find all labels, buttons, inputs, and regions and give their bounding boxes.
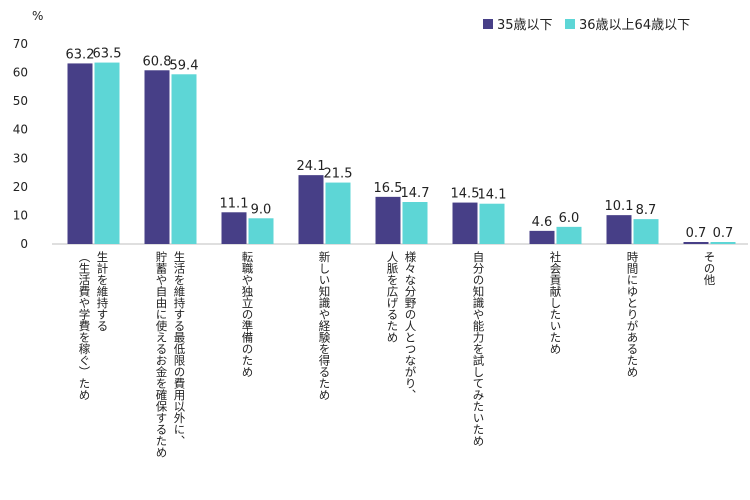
data-label: 16.5 [374,181,403,196]
x-category-label-line: 社会貢献したいため [548,251,563,355]
data-labels-group: 63.263.5 60.859.4 11.1 9.0 24.121.5 16.514.7 1… [66,47,734,241]
x-category-label-line: 貯蓄や自由に使えるお金を確保するため [154,251,169,458]
x-category-label: 新しい知識や経験を得るため [286,251,363,496]
bar-series2-cat1 [94,62,120,245]
y-tick-label: 0 [20,237,28,251]
data-label: 14.7 [401,186,430,201]
y-tick-label: 70 [13,37,28,51]
data-label: 0.7 [686,226,707,241]
x-category-label: 様々な分野の人とつながり、 人脈を広げるため [363,251,440,496]
bar-series1-cat8 [606,215,632,244]
x-category-label-line: 新しい知識や経験を得るため [317,251,332,401]
data-label: 9.0 [251,202,272,217]
bar-series2-cat3 [248,218,274,244]
bar-series2-cat8 [633,219,659,244]
data-label: 10.1 [605,199,634,214]
bar-series1-cat3 [221,212,247,244]
bars-group [67,62,736,245]
x-category-label: 社会貢献したいため [517,251,594,496]
data-label: 0.7 [713,226,734,241]
bar-series1-cat9 [683,242,709,244]
x-category-label-line: 自分の知識や能力を試してみたいため [471,251,486,447]
x-category-label-line: 生計を維持する [95,251,110,332]
data-label: 14.1 [478,188,507,203]
x-category-label: 時間にゆとりがあるため [594,251,671,496]
legend-swatch [565,19,575,29]
x-category-label-line: 様々な分野の人とつながり、 [403,251,418,401]
x-category-label-line: 転職や独立の準備のため [240,251,255,378]
legend: 35歳以下 36歳以上64歳以下 [483,18,690,33]
y-tick-label: 10 [13,208,28,222]
data-label: 60.8 [143,54,172,69]
data-label: 11.1 [220,196,249,211]
data-label: 8.7 [636,203,657,218]
y-tick-label: 50 [13,94,28,108]
bar-series1-cat7 [529,230,555,244]
legend-label: 36歳以上64歳以下 [579,18,690,33]
data-label: 59.4 [170,58,199,73]
bar-series2-cat2 [171,74,197,245]
y-tick-label: 60 [13,66,28,80]
y-unit-label: % [32,9,43,23]
bar-series1-cat1 [67,63,93,244]
x-category-label-line: （生活費や学費を稼ぐ）ため [77,251,92,401]
data-label: 21.5 [324,167,353,182]
x-category-label-line: 時間にゆとりがあるため [625,251,640,378]
bar-series1-cat5 [375,196,401,244]
x-category-label: その他 [671,251,748,496]
legend-swatch [483,19,493,29]
data-label: 6.0 [559,211,580,226]
bar-series1-cat6 [452,202,478,244]
bar-series1-cat4 [298,175,324,244]
bar-series2-cat5 [402,202,428,244]
data-label: 14.5 [451,187,480,202]
x-category-label: 生活を維持する最低限の費用以外に、 貯蓄や自由に使えるお金を確保するため [132,251,209,496]
x-category-label-line: 生活を維持する最低限の費用以外に、 [172,251,187,447]
bar-series2-cat4 [325,182,351,244]
data-label: 24.1 [297,159,326,174]
bar-series2-cat6 [479,203,505,244]
bar-series2-cat7 [556,226,582,244]
x-category-label: 生計を維持する （生活費や学費を稼ぐ）ため [55,251,132,496]
x-category-label-line: 人脈を広げるため [385,251,400,343]
bar-series1-cat2 [144,70,170,245]
y-tick-label: 30 [13,151,28,165]
data-label: 4.6 [532,215,553,230]
x-category-label: 自分の知識や能力を試してみたいため [440,251,517,496]
y-tick-label: 20 [13,180,28,194]
legend-label: 35歳以下 [497,18,553,33]
data-label: 63.2 [66,47,95,62]
data-label: 63.5 [93,47,122,62]
x-category-label-line: その他 [702,251,717,286]
x-category-label: 転職や独立の準備のため [209,251,286,496]
y-tick-label: 40 [13,123,28,137]
y-axis-ticks: 0 10 20 30 40 50 60 70 [13,37,28,251]
bar-series2-cat9 [710,242,736,244]
